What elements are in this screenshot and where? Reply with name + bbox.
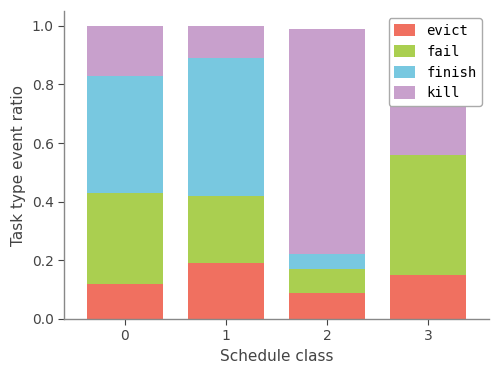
Bar [87, 26, 162, 76]
Y-axis label: Task type event ratio: Task type event ratio [11, 84, 26, 246]
X-axis label: Schedule class: Schedule class [220, 349, 333, 364]
Bar [188, 263, 264, 319]
Bar [289, 292, 365, 319]
Legend: evict, fail, finish, kill: evict, fail, finish, kill [388, 18, 482, 106]
Bar [390, 275, 466, 319]
Bar [87, 76, 162, 193]
Bar [188, 58, 264, 196]
Bar [289, 29, 365, 254]
Bar [289, 254, 365, 269]
Bar [188, 26, 264, 58]
Bar [289, 269, 365, 292]
Bar [390, 155, 466, 275]
Bar [87, 284, 162, 319]
Bar [188, 196, 264, 263]
Bar [390, 52, 466, 155]
Bar [87, 193, 162, 284]
